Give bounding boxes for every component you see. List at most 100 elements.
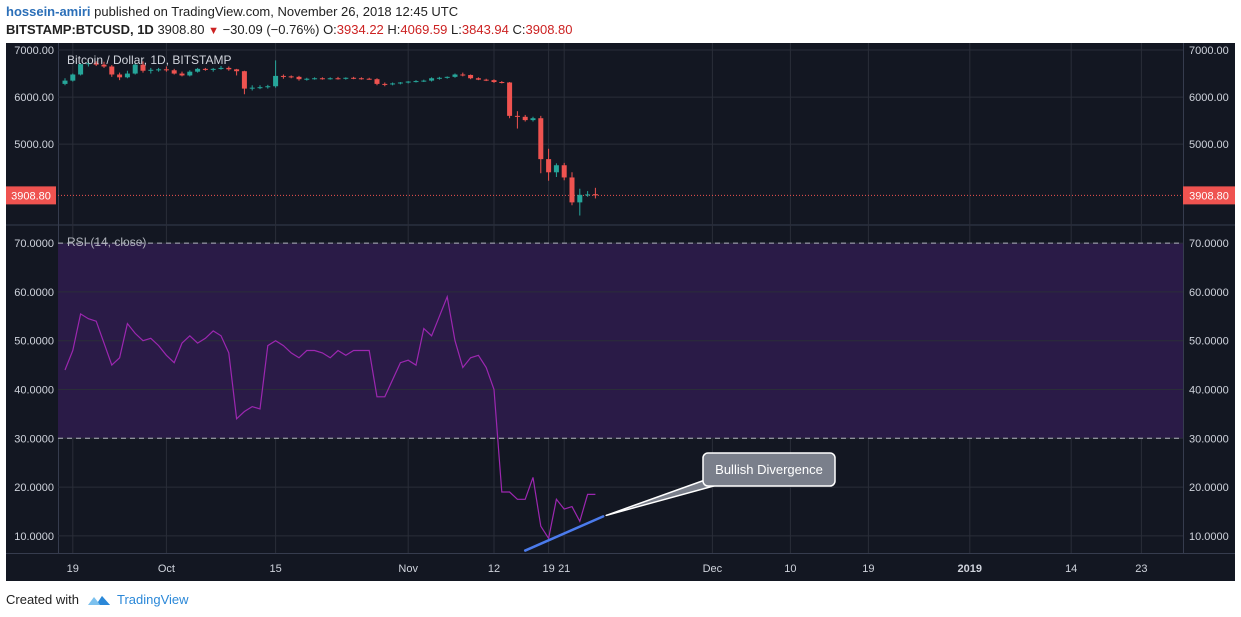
- candle: [468, 74, 474, 80]
- candle-body: [592, 194, 598, 196]
- candle: [351, 76, 357, 80]
- rsi-tick-label-right: 20.0000: [1189, 482, 1229, 494]
- candle-body: [257, 87, 263, 89]
- rsi-tick-label-right: 10.0000: [1189, 531, 1229, 543]
- candle: [319, 77, 325, 80]
- rsi-tick-label-right: 60.0000: [1189, 287, 1229, 299]
- candle-body: [351, 77, 357, 79]
- candle: [70, 73, 76, 82]
- divergence-line: [523, 515, 605, 552]
- candle: [327, 77, 333, 80]
- candle-body: [132, 64, 138, 74]
- candle-body: [491, 80, 497, 83]
- rsi-tick-label-right: 50.0000: [1189, 336, 1229, 348]
- candle: [530, 116, 536, 122]
- last-price-tag-left-text: 3908.80: [11, 190, 51, 202]
- x-tick-label: Nov: [398, 563, 418, 575]
- candle-body: [483, 79, 489, 81]
- candle: [358, 77, 364, 80]
- candle: [436, 76, 442, 80]
- candle: [78, 63, 84, 76]
- candle-body: [444, 76, 450, 78]
- candle-body: [514, 115, 520, 117]
- candle-body: [148, 69, 154, 71]
- callout-box: [702, 452, 836, 487]
- tradingview-link[interactable]: TradingView: [116, 592, 189, 607]
- candle-body: [179, 73, 185, 76]
- x-tick-label: Oct: [158, 563, 175, 575]
- candle: [507, 82, 513, 119]
- candle: [522, 114, 528, 122]
- rsi-pane-title: RSI (14, close): [67, 235, 146, 249]
- price-change: −30.09 (−0.76%): [222, 22, 320, 37]
- publish-info: hossein-amiri published on TradingView.c…: [6, 4, 458, 19]
- low-value: 3843.94: [461, 22, 509, 37]
- candle-body: [374, 79, 380, 84]
- candle: [397, 82, 403, 85]
- tradingview-logo-icon: [87, 595, 110, 605]
- candle: [179, 71, 185, 77]
- rsi-tick-label-left: 40.0000: [14, 385, 54, 397]
- candle: [475, 77, 481, 81]
- close-label: C:: [512, 22, 526, 37]
- last-price-tag-left: [6, 186, 56, 205]
- candle-body: [273, 75, 279, 87]
- price-tick-label-right: 6000.00: [1189, 92, 1229, 104]
- candle-body: [569, 177, 575, 203]
- footer: Created with TradingView: [6, 592, 189, 607]
- price-tick-label-right: 5000.00: [1189, 139, 1229, 151]
- candle-body: [62, 80, 68, 84]
- candle-body: [452, 74, 458, 77]
- candle: [312, 77, 318, 80]
- candle: [85, 59, 91, 67]
- candle: [491, 79, 497, 83]
- candle: [538, 115, 544, 174]
- candle-body: [187, 71, 193, 76]
- candle: [288, 75, 294, 79]
- author-link[interactable]: hossein-amiri: [6, 4, 91, 19]
- candle-body: [366, 78, 372, 80]
- candle: [132, 63, 138, 75]
- candle: [405, 81, 411, 84]
- candle: [561, 162, 567, 181]
- candle-body: [202, 68, 208, 70]
- candle: [585, 191, 591, 197]
- candle: [187, 70, 193, 77]
- candle: [93, 61, 99, 67]
- candle-body: [288, 76, 294, 78]
- candle-body: [101, 64, 107, 67]
- candle: [163, 66, 169, 72]
- open-value: 3934.22: [336, 22, 384, 37]
- candle-body: [93, 63, 99, 65]
- candle-body: [210, 68, 216, 70]
- candle-body: [312, 78, 318, 80]
- high-value: 4069.59: [400, 22, 448, 37]
- candle: [257, 85, 263, 90]
- candle-body: [421, 80, 427, 82]
- x-tick-label: 12: [488, 563, 500, 575]
- x-tick-label: 19: [67, 563, 79, 575]
- candle: [109, 65, 115, 77]
- x-tick-label: 19: [862, 563, 874, 575]
- candle: [343, 77, 349, 80]
- price-chart[interactable]: 19 Oct 15 Nov 12 19 21 Dec 10 19 2019 14 23 7000.00 70…: [6, 43, 1235, 581]
- x-tick-label: 15: [269, 563, 281, 575]
- candle-body: [538, 118, 544, 160]
- candle: [226, 66, 232, 71]
- candle-body: [460, 74, 466, 76]
- candle: [546, 148, 552, 181]
- price-tick-label-left: 7000.00: [14, 45, 54, 57]
- candle: [452, 73, 458, 78]
- candle-body: [382, 83, 388, 85]
- candle-body: [140, 64, 146, 71]
- candle: [280, 74, 286, 79]
- candle: [249, 85, 255, 91]
- candle: [421, 79, 427, 83]
- candle-body: [335, 78, 341, 80]
- x-tick-label: 10: [784, 563, 796, 575]
- candle-body: [265, 86, 271, 88]
- candle-body: [85, 63, 91, 65]
- x-tick-label: 19: [542, 563, 554, 575]
- close-value: 3908.80: [525, 22, 573, 37]
- candle-body: [171, 70, 177, 74]
